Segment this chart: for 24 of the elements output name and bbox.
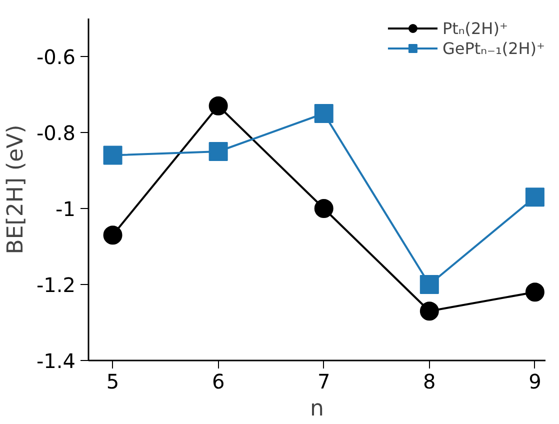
- x-axis-title: n: [310, 396, 324, 422]
- x-tick-label: 8: [423, 370, 436, 394]
- point: [525, 188, 544, 207]
- point: [103, 146, 122, 165]
- y-tick-label: -0.6: [36, 45, 76, 69]
- point: [420, 275, 439, 294]
- y-axis-title: BE[2H] (eV): [3, 124, 28, 254]
- point: [314, 199, 334, 218]
- x-tick-label: 9: [528, 370, 542, 394]
- point: [525, 282, 544, 302]
- y-tick-label: -1.2: [36, 273, 76, 297]
- legend-label: GePtₙ₋₁(2H)⁺: [442, 38, 545, 58]
- x-tick-label: 5: [106, 370, 120, 394]
- point: [208, 96, 228, 116]
- y-tick-label: -1: [56, 197, 76, 221]
- point: [314, 104, 334, 123]
- legend-label: Ptₙ(2H)⁺: [442, 18, 508, 38]
- x-tick-label: 7: [318, 370, 330, 394]
- x-tick-label: 6: [212, 370, 225, 394]
- y-tick-label: -0.8: [36, 121, 76, 145]
- point: [420, 302, 439, 321]
- point: [103, 226, 122, 245]
- point: [208, 142, 228, 161]
- y-tick-label: -1.4: [36, 349, 76, 373]
